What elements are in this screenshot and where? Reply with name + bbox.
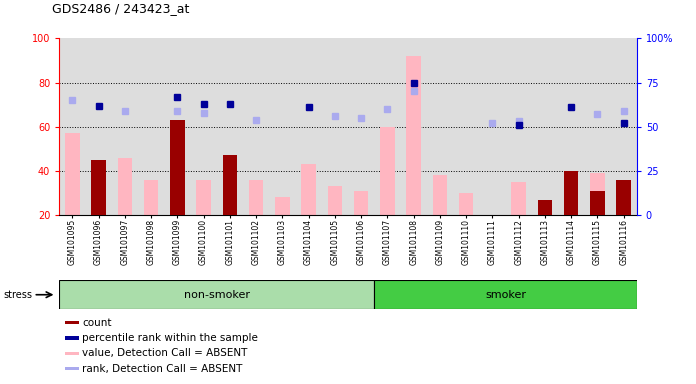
Bar xyxy=(328,186,342,215)
Bar xyxy=(374,280,637,309)
Bar xyxy=(249,180,263,215)
Bar xyxy=(564,171,578,215)
Text: value, Detection Call = ABSENT: value, Detection Call = ABSENT xyxy=(82,348,248,358)
Text: smoker: smoker xyxy=(485,290,526,300)
Bar xyxy=(538,200,552,215)
Bar xyxy=(590,173,605,215)
Bar xyxy=(354,191,368,215)
Bar xyxy=(65,133,79,215)
Text: GDS2486 / 243423_at: GDS2486 / 243423_at xyxy=(52,2,189,15)
Text: percentile rank within the sample: percentile rank within the sample xyxy=(82,333,258,343)
Bar xyxy=(196,180,211,215)
Text: non-smoker: non-smoker xyxy=(184,290,250,300)
Bar xyxy=(65,367,79,370)
Bar xyxy=(144,180,158,215)
Text: rank, Detection Call = ABSENT: rank, Detection Call = ABSENT xyxy=(82,364,243,374)
Bar xyxy=(406,56,421,215)
Bar xyxy=(65,336,79,339)
Bar xyxy=(617,180,631,215)
Bar xyxy=(301,164,316,215)
Bar xyxy=(170,120,184,215)
Bar xyxy=(512,182,526,215)
Bar xyxy=(59,280,374,309)
Bar xyxy=(118,158,132,215)
Bar xyxy=(223,156,237,215)
Bar xyxy=(91,160,106,215)
Bar xyxy=(590,191,605,215)
Bar xyxy=(459,193,473,215)
Bar xyxy=(65,352,79,355)
Bar xyxy=(275,197,290,215)
Text: stress: stress xyxy=(3,290,33,300)
Bar xyxy=(65,321,79,324)
Bar xyxy=(380,127,395,215)
Bar xyxy=(433,175,447,215)
Text: count: count xyxy=(82,318,112,328)
